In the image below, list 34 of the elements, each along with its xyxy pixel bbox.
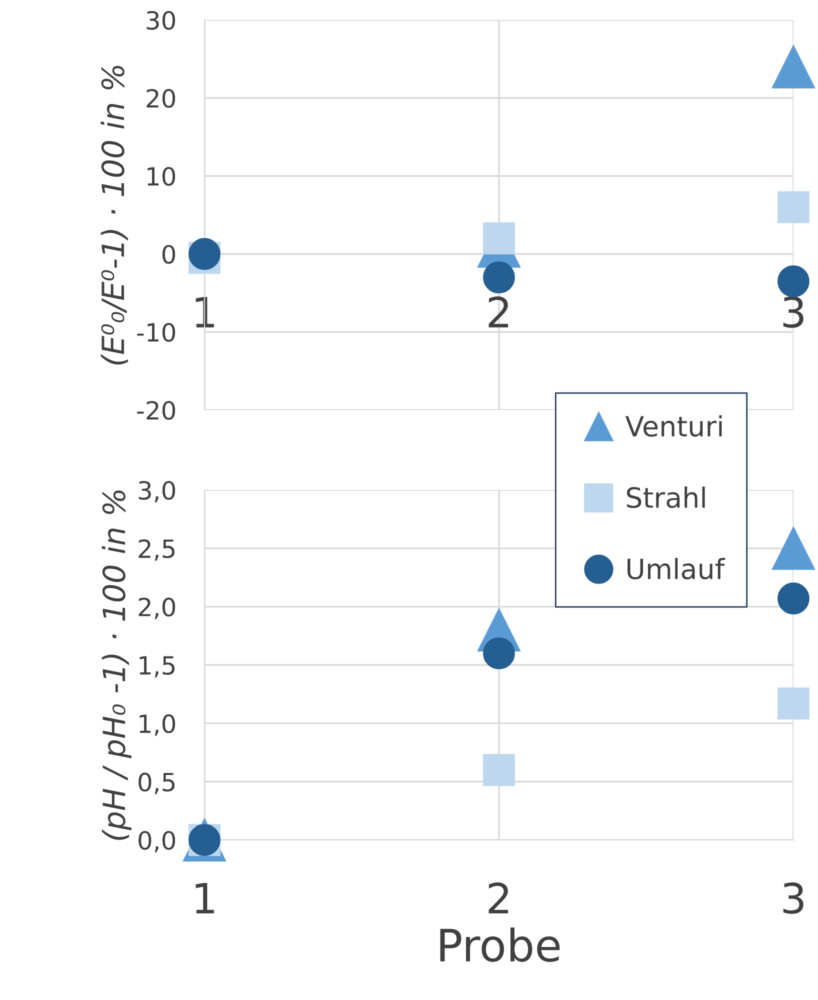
point [772, 45, 815, 88]
point [483, 222, 515, 254]
y-tick-label: 2,0 [138, 598, 176, 620]
point [483, 261, 515, 294]
y-tick-label: 10 [148, 166, 176, 186]
y-axis-title: (pH / pH₀ -1) · 100 in % [102, 490, 132, 840]
point [483, 637, 515, 670]
point [483, 754, 515, 786]
x-tick-label: 2 [488, 296, 508, 328]
point [777, 191, 810, 224]
x-tick-label: 2 [488, 882, 508, 914]
legend-label: Strahl [626, 486, 705, 508]
y-tick-label: 0,0 [138, 830, 176, 852]
y-tick-label: -10 [137, 322, 176, 342]
y-axis-title: (E⁰₀/E⁰-1) · 100 in % [100, 66, 128, 365]
y-tick-label: 0 [162, 244, 176, 264]
y-tick-label: 1,0 [140, 714, 176, 736]
point [777, 582, 810, 614]
x-tick-label: 3 [783, 296, 804, 328]
x-axis-title: Probe [440, 928, 560, 962]
y-tick-label: 3,0 [138, 480, 176, 502]
x-tick-label: 3 [783, 882, 804, 914]
point [772, 526, 815, 570]
point [777, 265, 810, 298]
legend-label: Umlauf [628, 558, 726, 580]
y-tick-label: 0,5 [138, 772, 175, 794]
y-tick-label: 1,5 [140, 656, 175, 678]
y-tick-label: 20 [146, 88, 176, 108]
x-tick-label: 1 [196, 882, 214, 914]
y-tick-label: -20 [137, 400, 176, 420]
point [777, 688, 810, 720]
y-tick-label: 2,5 [138, 539, 175, 561]
legend-label: Venturi [625, 415, 722, 437]
y-tick-label: 30 [146, 10, 176, 30]
